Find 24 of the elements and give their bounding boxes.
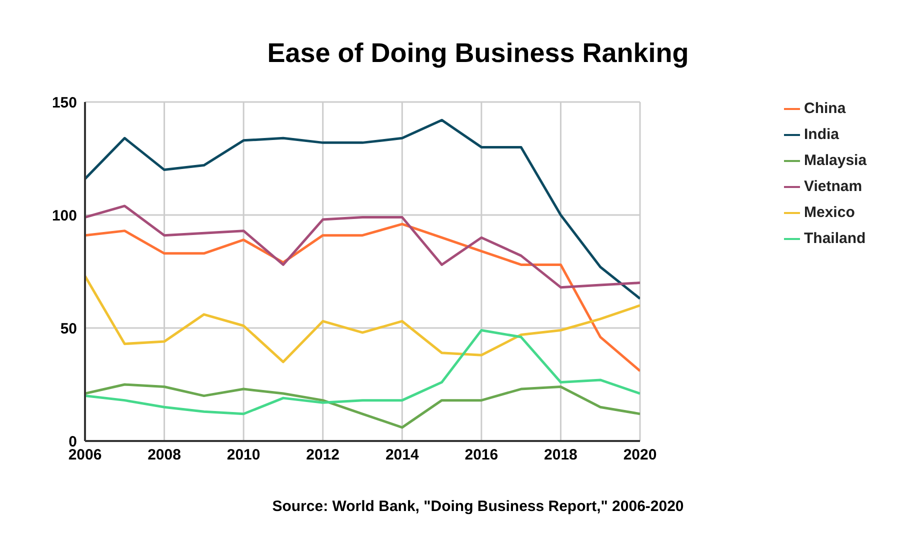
y-tick-label: 150 xyxy=(52,94,77,112)
source-note: Source: World Bank, "Doing Business Report," 2006-2020 xyxy=(271,498,685,515)
y-tick-label: 100 xyxy=(52,207,77,224)
legend-label: China xyxy=(804,100,846,117)
x-tick-label: 2012 xyxy=(306,446,340,464)
x-tick-label: 2020 xyxy=(623,446,657,464)
x-tick-label: 2014 xyxy=(385,446,420,464)
line-series xyxy=(85,118,640,300)
line-series xyxy=(85,204,640,289)
x-tick-label: 2018 xyxy=(544,446,578,464)
x-tick-label: 2008 xyxy=(148,446,181,464)
line-series xyxy=(85,383,640,429)
line-series xyxy=(85,222,640,372)
chart-title: Ease of Doing Business Ranking xyxy=(266,38,690,69)
line-series xyxy=(85,274,640,364)
legend-label: Thailand xyxy=(804,230,866,247)
legend-label: India xyxy=(804,126,840,143)
y-tick-label: 50 xyxy=(60,320,77,338)
x-tick-label: 2010 xyxy=(226,446,260,464)
line-series xyxy=(85,329,640,416)
legend-label: Malaysia xyxy=(804,152,867,169)
x-tick-label: 2016 xyxy=(464,446,498,464)
legend-label: Vietnam xyxy=(804,178,862,195)
legend-label: Mexico xyxy=(804,204,855,221)
